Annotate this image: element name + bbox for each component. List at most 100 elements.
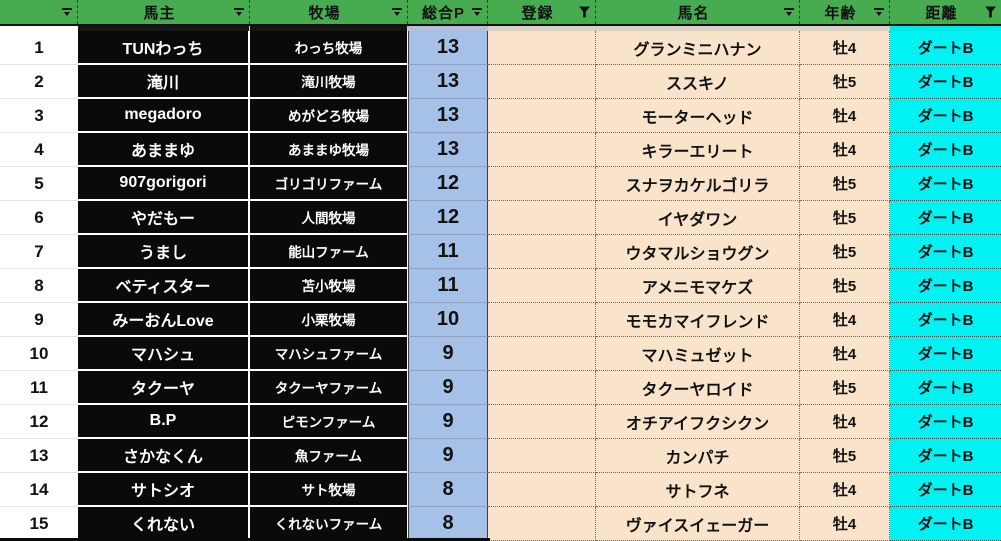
horse-name-cell[interactable]: ウタマルショウグン	[596, 235, 800, 269]
filter-dropdown-icon[interactable]	[873, 6, 885, 18]
distance-cell[interactable]: ダートB	[890, 65, 1001, 99]
column-header-age[interactable]: 年齢	[800, 0, 890, 24]
filter-dropdown-icon[interactable]	[233, 6, 245, 18]
farm-cell[interactable]: 人間牧場	[250, 201, 408, 235]
row-number-cell[interactable]: 9	[0, 303, 78, 337]
horse-name-cell[interactable]: マハミュゼット	[596, 337, 800, 371]
distance-cell[interactable]: ダートB	[890, 405, 1001, 439]
farm-cell[interactable]: マハシュファーム	[250, 337, 408, 371]
age-cell[interactable]: 牡4	[800, 99, 890, 133]
filter-dropdown-icon[interactable]	[783, 6, 795, 18]
points-cell[interactable]: 12	[408, 201, 488, 235]
distance-cell[interactable]: ダートB	[890, 473, 1001, 507]
age-cell[interactable]: 牡4	[800, 507, 890, 541]
age-cell[interactable]: 牡5	[800, 235, 890, 269]
owner-cell[interactable]: みーおんLove	[78, 303, 250, 337]
horse-name-cell[interactable]: サトフネ	[596, 473, 800, 507]
age-cell[interactable]: 牡4	[800, 31, 890, 65]
points-cell[interactable]: 9	[408, 439, 488, 473]
farm-cell[interactable]: ピモンファーム	[250, 405, 408, 439]
column-header-owner[interactable]: 馬主	[78, 0, 250, 24]
registration-cell[interactable]	[488, 269, 596, 303]
row-number-cell[interactable]: 8	[0, 269, 78, 303]
farm-cell[interactable]: サト牧場	[250, 473, 408, 507]
registration-cell[interactable]	[488, 405, 596, 439]
owner-cell[interactable]: さかなくん	[78, 439, 250, 473]
distance-cell[interactable]: ダートB	[890, 133, 1001, 167]
points-cell[interactable]: 9	[408, 405, 488, 439]
farm-cell[interactable]: あままゆ牧場	[250, 133, 408, 167]
age-cell[interactable]: 牡5	[800, 201, 890, 235]
points-cell[interactable]: 11	[408, 269, 488, 303]
row-number-cell[interactable]: 2	[0, 65, 78, 99]
registration-cell[interactable]	[488, 31, 596, 65]
registration-cell[interactable]	[488, 167, 596, 201]
row-number-cell[interactable]: 11	[0, 371, 78, 405]
registration-cell[interactable]	[488, 303, 596, 337]
farm-cell[interactable]: 能山ファーム	[250, 235, 408, 269]
row-number-cell[interactable]: 13	[0, 439, 78, 473]
column-header-horse[interactable]: 馬名	[596, 0, 800, 24]
horse-name-cell[interactable]: カンパチ	[596, 439, 800, 473]
points-cell[interactable]: 10	[408, 303, 488, 337]
points-cell[interactable]: 8	[408, 507, 488, 541]
owner-cell[interactable]: くれない	[78, 507, 250, 541]
column-header-distance[interactable]: 距離	[890, 0, 1001, 24]
age-cell[interactable]: 牡4	[800, 133, 890, 167]
farm-cell[interactable]: めがどろ牧場	[250, 99, 408, 133]
farm-cell[interactable]: 小栗牧場	[250, 303, 408, 337]
column-header-farm[interactable]: 牧場	[250, 0, 408, 24]
age-cell[interactable]: 牡5	[800, 269, 890, 303]
registration-cell[interactable]	[488, 133, 596, 167]
registration-cell[interactable]	[488, 65, 596, 99]
farm-cell[interactable]: 魚ファーム	[250, 439, 408, 473]
horse-name-cell[interactable]: ヴァイスイェーガー	[596, 507, 800, 541]
points-cell[interactable]: 9	[408, 337, 488, 371]
row-number-cell[interactable]: 6	[0, 201, 78, 235]
row-number-cell[interactable]: 15	[0, 507, 78, 541]
age-cell[interactable]: 牡5	[800, 65, 890, 99]
horse-name-cell[interactable]: イヤダワン	[596, 201, 800, 235]
points-cell[interactable]: 12	[408, 167, 488, 201]
farm-cell[interactable]: くれないファーム	[250, 507, 408, 541]
row-number-cell[interactable]: 7	[0, 235, 78, 269]
age-cell[interactable]: 牡5	[800, 371, 890, 405]
farm-cell[interactable]: わっち牧場	[250, 31, 408, 65]
filter-funnel-icon[interactable]	[579, 6, 590, 18]
distance-cell[interactable]: ダートB	[890, 99, 1001, 133]
registration-cell[interactable]	[488, 439, 596, 473]
points-cell[interactable]: 13	[408, 65, 488, 99]
horse-name-cell[interactable]: ススキノ	[596, 65, 800, 99]
column-header-registration[interactable]: 登録	[488, 0, 596, 24]
horse-name-cell[interactable]: モーターヘッド	[596, 99, 800, 133]
registration-cell[interactable]	[488, 99, 596, 133]
filter-dropdown-icon[interactable]	[391, 6, 403, 18]
points-cell[interactable]: 13	[408, 31, 488, 65]
farm-cell[interactable]: 滝川牧場	[250, 65, 408, 99]
distance-cell[interactable]: ダートB	[890, 371, 1001, 405]
horse-name-cell[interactable]: グランミニハナン	[596, 31, 800, 65]
owner-cell[interactable]: B.P	[78, 405, 250, 439]
horse-name-cell[interactable]: スナヲカケルゴリラ	[596, 167, 800, 201]
distance-cell[interactable]: ダートB	[890, 167, 1001, 201]
distance-cell[interactable]: ダートB	[890, 269, 1001, 303]
filter-funnel-icon[interactable]	[985, 6, 996, 18]
owner-cell[interactable]: 滝川	[78, 65, 250, 99]
owner-cell[interactable]: megadoro	[78, 99, 250, 133]
distance-cell[interactable]: ダートB	[890, 201, 1001, 235]
distance-cell[interactable]: ダートB	[890, 31, 1001, 65]
row-number-cell[interactable]: 3	[0, 99, 78, 133]
owner-cell[interactable]: タクーヤ	[78, 371, 250, 405]
age-cell[interactable]: 牡4	[800, 405, 890, 439]
registration-cell[interactable]	[488, 235, 596, 269]
owner-cell[interactable]: TUNわっち	[78, 31, 250, 65]
row-number-cell[interactable]: 1	[0, 31, 78, 65]
horse-name-cell[interactable]: キラーエリート	[596, 133, 800, 167]
row-number-cell[interactable]: 5	[0, 167, 78, 201]
age-cell[interactable]: 牡5	[800, 439, 890, 473]
points-cell[interactable]: 9	[408, 371, 488, 405]
points-cell[interactable]: 13	[408, 99, 488, 133]
owner-cell[interactable]: 907gorigori	[78, 167, 250, 201]
farm-cell[interactable]: 苫小牧場	[250, 269, 408, 303]
registration-cell[interactable]	[488, 473, 596, 507]
